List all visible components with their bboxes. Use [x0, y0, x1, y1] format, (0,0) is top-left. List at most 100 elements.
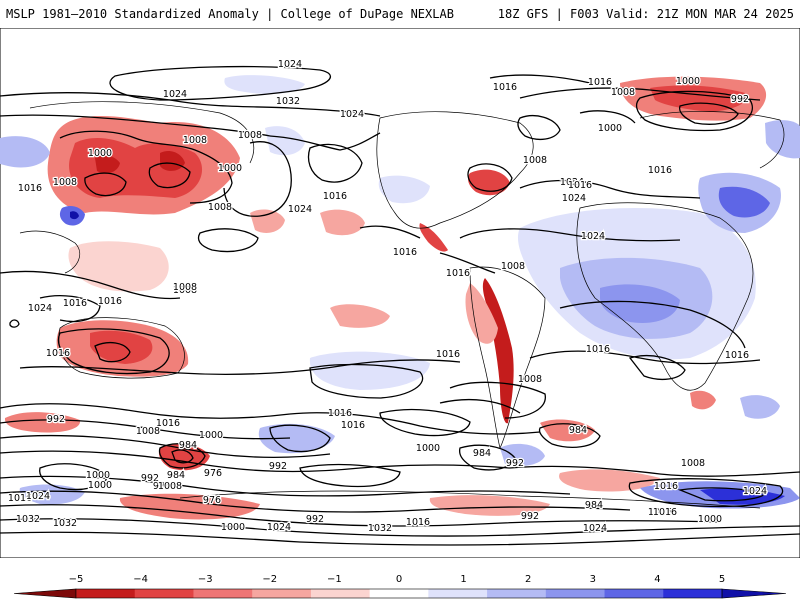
isobar-label: 1024 [560, 177, 584, 188]
colorbar-tick-label: −3 [198, 574, 213, 585]
isobar-label: 1016 [586, 344, 610, 355]
isobar-label: 984 [153, 481, 171, 492]
isobar-label: 1016 [393, 247, 417, 258]
isobar-label: 1032 [53, 518, 77, 529]
isobar-label: 1016 [725, 350, 749, 361]
isobar-label: 1024 [583, 523, 607, 534]
isobar-label: 1000 [598, 123, 622, 134]
isobar-label: 1024 [267, 522, 291, 533]
anomaly-shading [0, 75, 800, 520]
colorbar-tick-label: 3 [590, 574, 596, 585]
isobar-label: 992 [731, 94, 749, 105]
colorbar-segment [193, 589, 253, 598]
isobar-label: 1016 [18, 183, 42, 194]
isobar-label: 1016 [46, 348, 70, 359]
isobar-contours [0, 65, 800, 546]
isobar-label: 984 [167, 470, 185, 481]
isobar-label: 1032 [16, 514, 40, 525]
isobar-label: 1000 [676, 76, 700, 87]
isobar-label: 1016 [653, 507, 677, 518]
isobar-label: 1016 [436, 349, 460, 360]
isobar-label: 1024 [288, 204, 312, 215]
colorbar-segment [663, 589, 723, 598]
isobar-label: 1008 [136, 426, 160, 437]
isobar-label: 976 [204, 468, 222, 479]
isobar-label: 1008 [501, 261, 525, 272]
isobar-label: 1008 [518, 374, 542, 385]
isobar-label: 1000 [199, 430, 223, 441]
colorbar-segment [428, 589, 488, 598]
isobar-label: 1032 [368, 523, 392, 534]
colorbar-tick-label: −4 [133, 574, 148, 585]
isobar-label: 1016 [328, 408, 352, 419]
colorbar-low-arrow [13, 588, 77, 599]
isobar-label: 1016 [648, 165, 672, 176]
isobar-label: 1024 [26, 491, 50, 502]
header-bar: MSLP 1981–2010 Standardized Anomaly | Co… [0, 0, 800, 28]
isobar-label: 992 [506, 458, 524, 469]
colorbar-tick-label: 1 [460, 574, 466, 585]
isobar-label: 1016 [341, 420, 365, 431]
colorbar-tick-label: 5 [719, 574, 725, 585]
isobar-label: 984 [473, 448, 491, 459]
colorbar-segment [487, 589, 547, 598]
isobar-label: 1008 [173, 285, 197, 296]
isobar-label: 1024 [163, 89, 187, 100]
isobar-label: 1024 [581, 231, 605, 242]
isobar-label: 1016 [156, 418, 180, 429]
isobar-label: 1016 [446, 268, 470, 279]
colorbar-segment [252, 589, 312, 598]
isobar-label: 992 [47, 414, 65, 425]
colorbar-tick-label: 4 [654, 574, 660, 585]
isobar-label: 1000 [218, 163, 242, 174]
isobar-label: 1024 [340, 109, 364, 120]
colorbar-tick-label: 0 [396, 574, 402, 585]
isobar-label: 1016 [63, 298, 87, 309]
coastlines [19, 101, 785, 509]
isobar-label: 1016 [493, 82, 517, 93]
isobar-label: 1024 [743, 486, 767, 497]
isobar-label: 1024 [278, 59, 302, 70]
isobar-label: 984 [179, 440, 197, 451]
isobar-label: 1016 [568, 180, 592, 191]
isobar-label: 1016 [8, 493, 32, 504]
isobar-label: 1000 [88, 148, 112, 159]
isobar-label: 1016 [406, 517, 430, 528]
isobar-label: 984 [585, 500, 603, 511]
isobar-label: 1008 [158, 481, 182, 492]
colorbar-tick-label: −5 [69, 574, 84, 585]
colorbar-tick-labels: −5 −4 −3 −2 −1 0 1 2 3 4 5 [69, 574, 726, 585]
colorbar: −5 −4 −3 −2 −1 0 1 2 3 4 5 [13, 574, 787, 599]
isobar-label: 1000 [416, 443, 440, 454]
isobar-label: 984 [569, 425, 587, 436]
colorbar-high-arrow [721, 588, 787, 599]
isobar-label: 1032 [276, 96, 300, 107]
isobar-label: 992 [269, 461, 287, 472]
isobar-label: 992 [141, 473, 159, 484]
map-title: MSLP 1981–2010 Standardized Anomaly | Co… [6, 7, 454, 21]
model-valid-time: 18Z GFS | F003 Valid: 21Z MON MAR 24 202… [497, 7, 794, 21]
isobar-label: 1016 [648, 507, 672, 518]
colorbar-bar [13, 588, 787, 599]
isobar-label: 1024 [28, 303, 52, 314]
isobar-label: 1008 [523, 155, 547, 166]
isobar-label: 1016 [98, 296, 122, 307]
isobar-label: 992 [306, 514, 324, 525]
isobar-label: 1016 [588, 77, 612, 88]
colorbar-tick-label: −2 [262, 574, 277, 585]
isobar-label: 1008 [611, 87, 635, 98]
isobar-label: 1008 [183, 135, 207, 146]
isobar-label: 976 [203, 495, 221, 506]
isobar-label: 1024 [562, 193, 586, 204]
isobar-label: 1000 [86, 470, 110, 481]
isobar-label: 1008 [238, 130, 262, 141]
colorbar-segment [134, 589, 194, 598]
colorbar-segment [604, 589, 664, 598]
isobar-label: 1000 [88, 480, 112, 491]
isobar-label: 1000 [698, 514, 722, 525]
colorbar-tick-label: 2 [525, 574, 531, 585]
isobar-label: 1008 [53, 177, 77, 188]
isobar-label: 992 [521, 511, 539, 522]
